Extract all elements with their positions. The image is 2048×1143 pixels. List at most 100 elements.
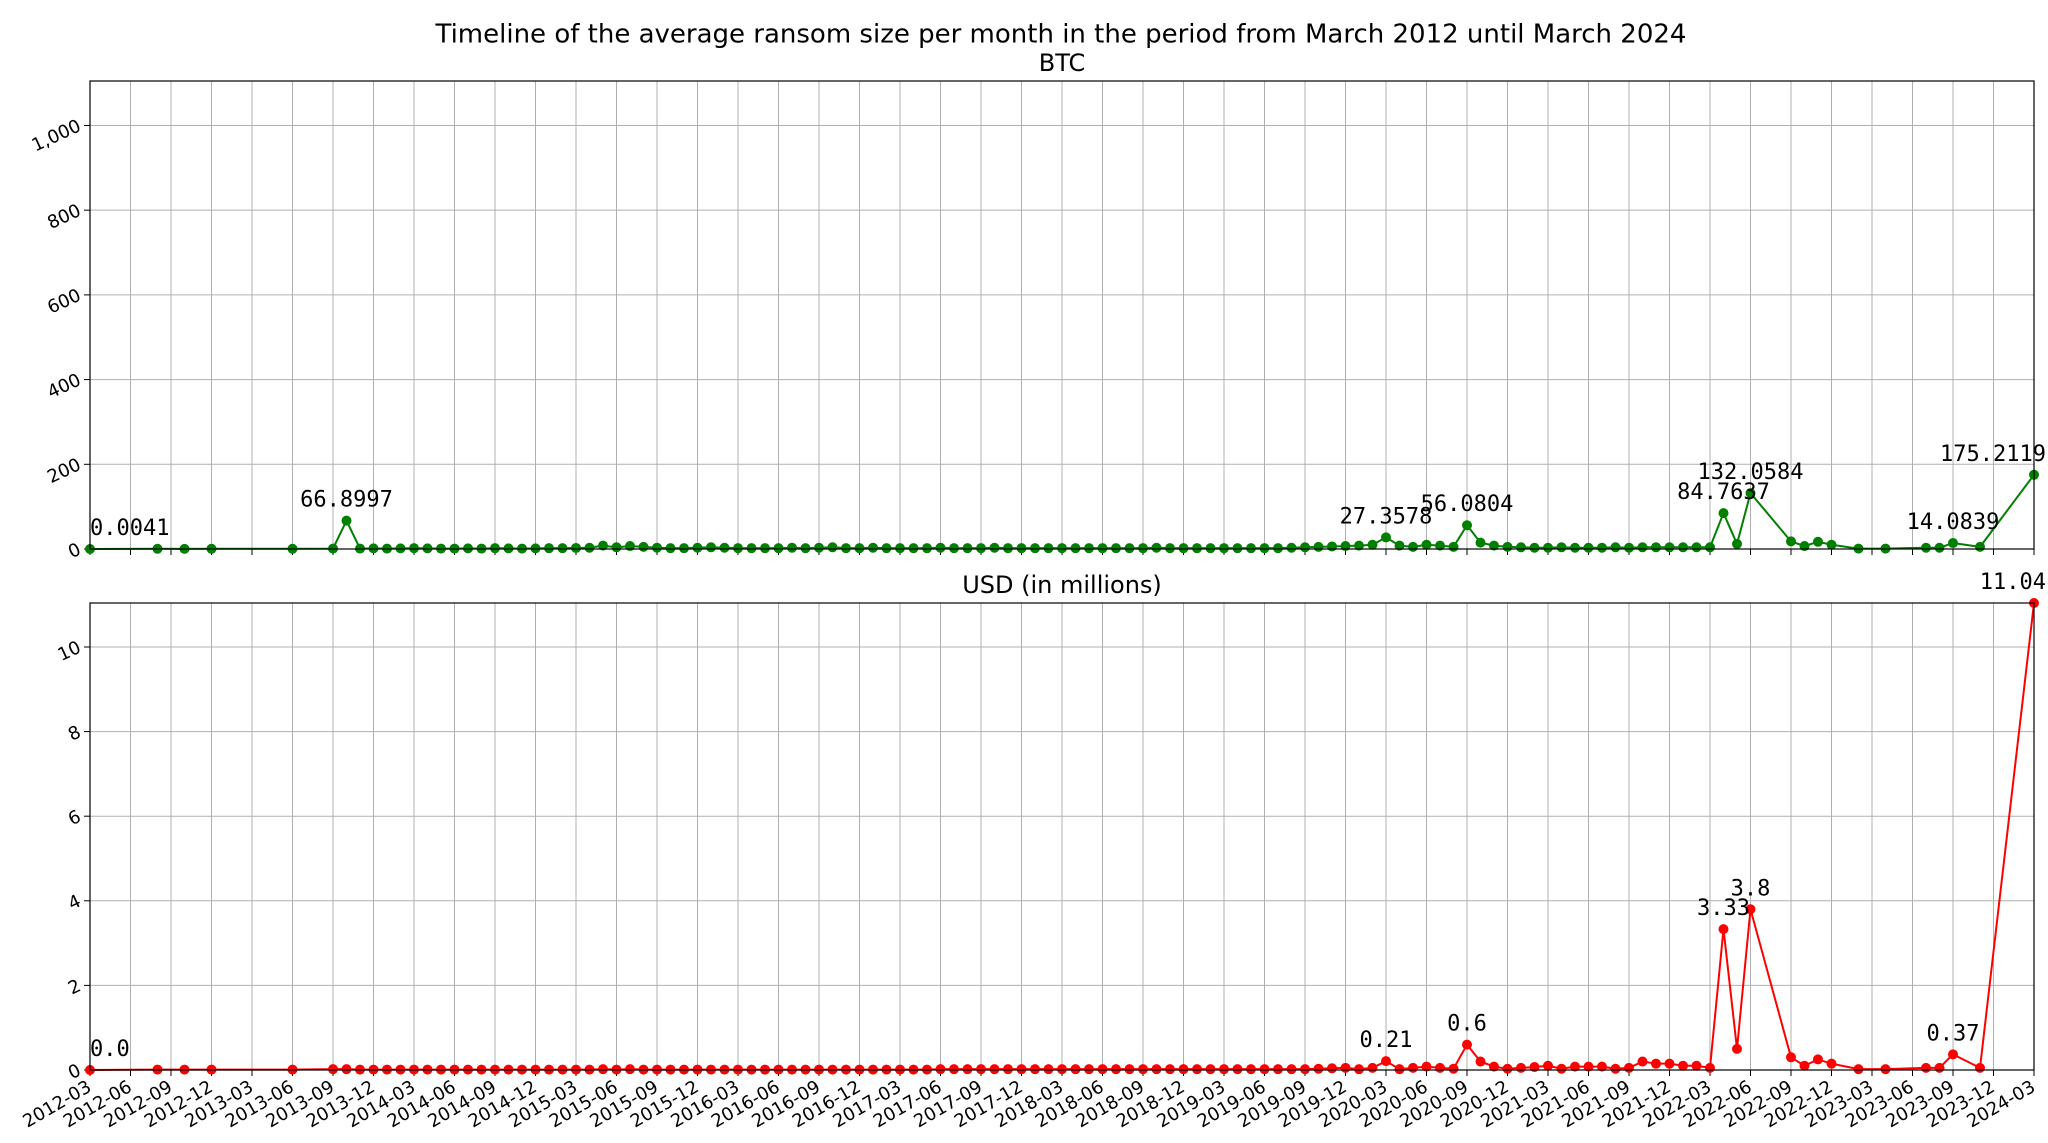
data-point: [1705, 1062, 1715, 1073]
data-point: [1570, 542, 1580, 553]
data-point: [341, 1064, 352, 1075]
data-point: [1664, 1058, 1675, 1069]
data-point: [1570, 1061, 1580, 1072]
data-point: [1043, 543, 1054, 554]
data-point: [1408, 541, 1418, 552]
data-point: [1165, 543, 1175, 554]
data-label: 14.0839: [1907, 510, 2000, 535]
data-point: [1489, 1061, 1499, 1072]
data-point: [1624, 542, 1634, 553]
data-point: [1178, 1064, 1189, 1075]
data-point: [598, 540, 608, 551]
data-point: [1084, 543, 1094, 554]
data-point: [1826, 539, 1837, 550]
data-point: [1246, 543, 1256, 554]
figure-title: Timeline of the average ransom size per …: [435, 20, 1687, 50]
data-label: 0.21: [1360, 1028, 1413, 1053]
data-point: [1948, 538, 1958, 549]
data-point: [1475, 537, 1486, 548]
data-point: [962, 543, 973, 554]
axes-title: BTC: [1039, 49, 1085, 77]
data-point: [1192, 1064, 1202, 1075]
data-point: [503, 543, 514, 554]
data-point: [1948, 1049, 1958, 1060]
data-point: [1921, 1062, 1931, 1073]
axes-title: USD (in millions): [962, 571, 1162, 599]
data-point: [1975, 1062, 1985, 1073]
data-point: [1003, 1064, 1013, 1075]
data-point: [1259, 1064, 1270, 1075]
data-point: [1327, 541, 1337, 552]
data-point: [1502, 541, 1513, 552]
data-point: [1151, 1064, 1162, 1075]
data-point: [1165, 1064, 1175, 1075]
data-point: [1448, 1063, 1459, 1074]
data-point: [1408, 1062, 1418, 1073]
data-point: [1057, 543, 1067, 554]
data-point: [1934, 1062, 1945, 1073]
data-label: 3.8: [1731, 876, 1771, 901]
data-point: [1300, 1064, 1310, 1075]
data-point: [1462, 520, 1472, 531]
data-point: [962, 1064, 973, 1075]
data-point: [1421, 1061, 1432, 1072]
axes-frame: [89, 602, 2035, 1071]
data-point: [1016, 1064, 1027, 1075]
data-point: [1799, 1060, 1810, 1071]
data-point: [1300, 542, 1310, 553]
data-point: [1637, 542, 1648, 553]
data-point: [1921, 542, 1931, 553]
data-point: [827, 542, 838, 553]
data-point: [1124, 1064, 1135, 1075]
data-point: [1435, 540, 1445, 551]
data-point: [1381, 532, 1391, 543]
data-point: [557, 543, 568, 554]
data-label: 3.33: [1697, 896, 1750, 921]
data-label: 0.37: [1927, 1021, 1980, 1046]
data-point: [1367, 539, 1378, 550]
data-point: [1178, 543, 1189, 554]
data-point: [1435, 1062, 1445, 1073]
data-point: [1286, 1064, 1297, 1075]
data-point: [490, 543, 500, 554]
data-point: [341, 515, 352, 526]
data-label: 11.04: [1980, 570, 2046, 595]
data-point: [1016, 543, 1027, 554]
data-point: [584, 542, 595, 553]
data-point: [1367, 1062, 1378, 1073]
data-point: [1030, 1064, 1040, 1075]
data-point: [1219, 1064, 1229, 1075]
data-point: [1678, 1060, 1688, 1071]
data-point: [1394, 540, 1405, 551]
data-point: [760, 543, 770, 554]
data-point: [1354, 1064, 1364, 1075]
data-point: [1826, 1058, 1837, 1069]
data-point: [1489, 540, 1499, 551]
data-point: [1813, 1054, 1823, 1065]
data-point: [1138, 543, 1148, 554]
data-point: [530, 543, 541, 554]
data-point: [854, 543, 865, 554]
data-point: [1259, 543, 1270, 554]
data-point: [652, 542, 662, 553]
data-point: [1097, 1064, 1108, 1075]
data-point: [1070, 1064, 1081, 1075]
data-point: [733, 543, 743, 554]
data-point: [922, 543, 932, 554]
data-point: [1070, 543, 1081, 554]
data-point: [679, 543, 689, 554]
data-point: [571, 542, 581, 553]
data-point: [1718, 924, 1729, 935]
data-label: 27.3578: [1340, 504, 1433, 529]
data-point: [1138, 1064, 1148, 1075]
data-label: 0.6: [1447, 1012, 1487, 1037]
data-point: [1880, 1064, 1891, 1075]
data-point: [544, 543, 554, 554]
data-point: [1597, 542, 1607, 553]
data-point: [949, 543, 959, 554]
data-point: [1111, 543, 1121, 554]
data-point: [409, 543, 419, 554]
data-point: [1556, 1063, 1567, 1074]
data-point: [665, 543, 676, 554]
